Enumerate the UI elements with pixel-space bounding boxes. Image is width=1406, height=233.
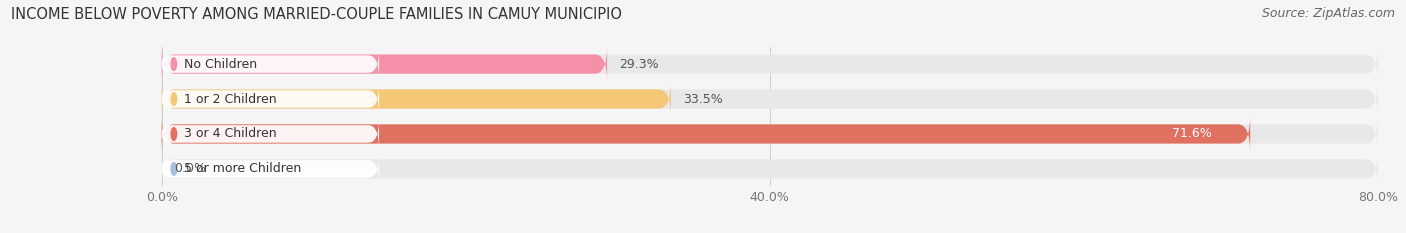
FancyBboxPatch shape [162, 151, 1378, 187]
FancyBboxPatch shape [162, 116, 1250, 152]
FancyBboxPatch shape [162, 81, 1378, 117]
Circle shape [172, 93, 177, 105]
Text: 3 or 4 Children: 3 or 4 Children [184, 127, 277, 140]
Circle shape [172, 58, 177, 70]
Text: 5 or more Children: 5 or more Children [184, 162, 302, 175]
Text: 0.0%: 0.0% [174, 162, 205, 175]
Text: No Children: No Children [184, 58, 257, 71]
FancyBboxPatch shape [159, 118, 380, 150]
FancyBboxPatch shape [159, 48, 380, 80]
Text: INCOME BELOW POVERTY AMONG MARRIED-COUPLE FAMILIES IN CAMUY MUNICIPIO: INCOME BELOW POVERTY AMONG MARRIED-COUPL… [11, 7, 623, 22]
Circle shape [172, 163, 177, 175]
FancyBboxPatch shape [159, 83, 380, 115]
FancyBboxPatch shape [162, 46, 1378, 82]
Text: 1 or 2 Children: 1 or 2 Children [184, 93, 277, 106]
Text: 33.5%: 33.5% [683, 93, 723, 106]
FancyBboxPatch shape [162, 116, 1378, 152]
Text: Source: ZipAtlas.com: Source: ZipAtlas.com [1261, 7, 1395, 20]
FancyBboxPatch shape [162, 81, 671, 117]
FancyBboxPatch shape [162, 46, 607, 82]
FancyBboxPatch shape [159, 153, 380, 185]
Text: 29.3%: 29.3% [619, 58, 659, 71]
Text: 71.6%: 71.6% [1173, 127, 1212, 140]
Circle shape [172, 128, 177, 140]
